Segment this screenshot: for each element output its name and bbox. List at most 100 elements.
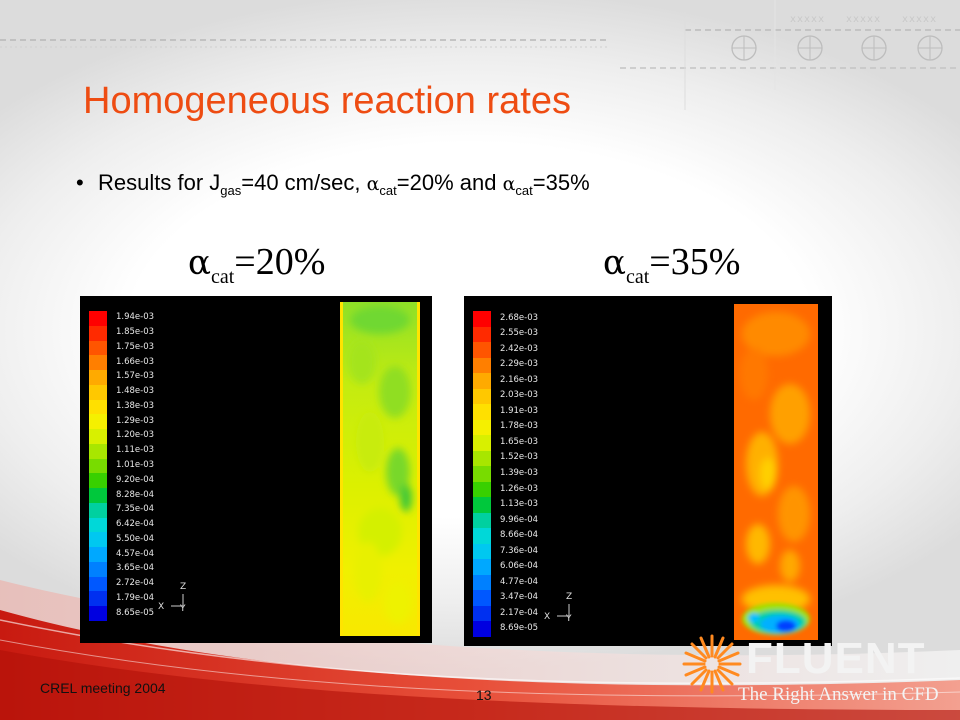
legend-swatch <box>473 388 491 405</box>
legend-swatch <box>89 399 107 415</box>
reactor-column <box>340 302 420 636</box>
color-legend: 1.94e-03 1.85e-03 1.75e-03 1.66e-03 1.57e-03… <box>89 311 199 622</box>
legend-swatch <box>89 591 107 607</box>
legend-swatch <box>473 435 491 452</box>
legend-swatch <box>89 340 107 356</box>
legend-swatch <box>473 342 491 359</box>
legend-value: 8.69e-05 <box>500 623 539 634</box>
bullet-dot: • <box>76 170 84 195</box>
legend-value: 8.65e-05 <box>116 607 155 618</box>
slide-title: Homogeneous reaction rates <box>83 80 571 122</box>
legend-swatch <box>89 547 107 563</box>
legend-value: 1.11e-03 <box>116 445 155 456</box>
legend-value: 1.52e-03 <box>500 452 539 463</box>
legend-swatch <box>89 606 107 622</box>
legend-value: 2.03e-03 <box>500 390 539 401</box>
legend-swatch <box>473 450 491 467</box>
legend-swatch <box>473 543 491 560</box>
legend-value: 2.17e-04 <box>500 607 539 618</box>
legend-value: 1.75e-03 <box>116 341 155 352</box>
legend-value: 1.85e-03 <box>116 327 155 338</box>
logo-wordmark: FLUENT <box>746 634 926 683</box>
legend-value: 1.65e-03 <box>500 436 539 447</box>
legend-swatch <box>89 325 107 341</box>
plot-label-value: =35% <box>649 241 741 283</box>
legend-value: 9.96e-04 <box>500 514 539 525</box>
legend-value: 8.28e-04 <box>116 489 155 500</box>
legend-swatch <box>89 458 107 474</box>
legend-swatch <box>473 590 491 607</box>
legend-value: 1.57e-03 <box>116 371 155 382</box>
decor-text: xxxxx <box>790 14 826 25</box>
legend-swatch <box>89 384 107 401</box>
legend-value: 1.20e-03 <box>116 430 155 441</box>
legend-swatch <box>473 512 491 529</box>
axis-y-label: Y <box>566 614 572 624</box>
bullet-text: =40 cm/sec, <box>241 170 367 195</box>
legend-swatch <box>473 528 491 545</box>
legend-swatch <box>89 488 107 504</box>
plot-label-alpha: α <box>188 243 211 283</box>
axis-x-label: X <box>158 602 165 612</box>
legend-value: 8.66e-04 <box>500 530 539 541</box>
bullet-text: =35% <box>532 170 590 195</box>
legend-swatch <box>473 574 491 591</box>
sunburst-icon <box>682 634 742 694</box>
legend-swatch <box>89 473 107 489</box>
legend-swatch <box>473 311 491 328</box>
decor-text: xxxxx <box>902 14 938 25</box>
legend-swatch <box>89 517 107 533</box>
legend-swatch <box>89 502 107 519</box>
bullet-subscript: gas <box>220 183 242 199</box>
legend-value: 1.38e-03 <box>116 400 155 411</box>
legend-swatch <box>473 481 491 498</box>
footer-text: CREL meeting 2004 <box>40 680 166 696</box>
legend-value: 4.57e-04 <box>116 548 155 559</box>
bullet-subscript: cat <box>515 183 533 199</box>
legend-value: 1.39e-03 <box>500 468 539 478</box>
legend-value: 2.55e-03 <box>500 328 539 339</box>
fluent-logo: FLUENT The Right Answer in CFD <box>680 632 940 712</box>
legend-swatch <box>89 355 107 371</box>
legend-value: 3.47e-04 <box>500 592 539 603</box>
legend-value: 7.35e-04 <box>116 504 155 515</box>
legend-swatch <box>473 497 491 514</box>
legend-value: 1.29e-03 <box>116 415 155 426</box>
contour-plot-left: 1.94e-03 1.85e-03 1.75e-03 1.66e-03 1.57e-03… <box>80 296 432 643</box>
plot-label-left: αcat=20% <box>188 240 325 289</box>
plot-label-right: αcat=35% <box>603 240 740 289</box>
legend-value: 5.50e-04 <box>116 533 155 544</box>
legend-swatch <box>473 419 491 436</box>
logo-tagline: The Right Answer in CFD <box>738 684 939 705</box>
page-number: 13 <box>476 687 492 703</box>
legend-swatch <box>89 576 107 592</box>
axis-z-label: Z <box>566 592 573 602</box>
bullet-alpha: α <box>502 173 516 195</box>
plot-label-subscript: cat <box>210 265 235 288</box>
legend-value: 4.77e-04 <box>500 576 539 587</box>
decor-text: xxxxx <box>846 14 882 25</box>
legend-swatch <box>89 414 107 430</box>
legend-swatch <box>473 404 491 421</box>
legend-swatch <box>473 466 491 483</box>
legend-value: 1.01e-03 <box>116 460 155 470</box>
legend-swatch <box>473 559 491 576</box>
bullet-alpha: α <box>366 173 380 195</box>
legend-value: 2.42e-03 <box>500 343 539 354</box>
legend-swatch <box>89 532 107 548</box>
legend-swatch <box>473 621 491 638</box>
axis-y-label: Y <box>180 604 186 614</box>
legend-value: 1.79e-04 <box>116 592 155 603</box>
legend-value: 1.78e-03 <box>500 421 539 432</box>
plot-label-alpha: α <box>603 243 626 283</box>
legend-value: 1.48e-03 <box>116 386 155 397</box>
axis-z-label: Z <box>180 582 187 592</box>
legend-value: 2.72e-04 <box>116 578 155 589</box>
legend-value: 1.13e-03 <box>500 499 539 510</box>
legend-swatch <box>473 373 491 390</box>
legend-value: 3.65e-04 <box>116 563 155 574</box>
legend-swatch <box>473 357 491 374</box>
contour-plot-right: 2.68e-03 2.55e-03 2.42e-03 2.29e-03 2.16e-03… <box>464 296 832 646</box>
reactor-column <box>734 304 818 640</box>
